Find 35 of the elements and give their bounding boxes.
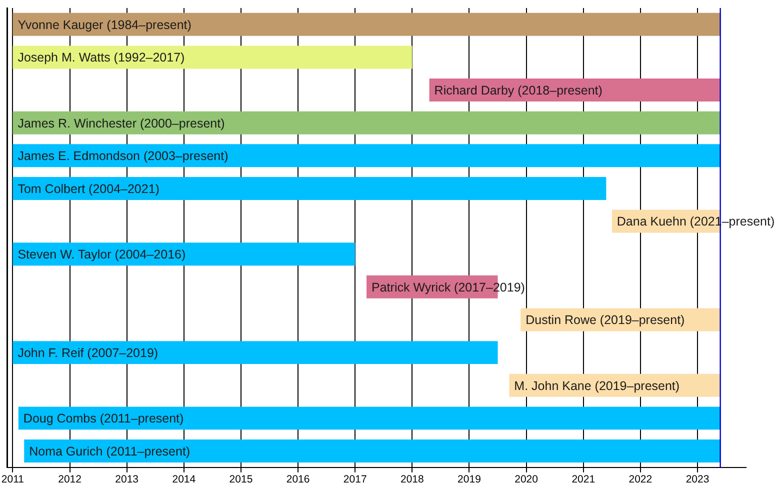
x-tick-label: 2019 [458, 474, 482, 486]
bar [12, 341, 498, 364]
y-tick-label: M. John Kane (2019–present) [514, 378, 680, 393]
x-tick-label: 2020 [514, 474, 538, 486]
y-tick-label: John F. Reif (2007–2019) [18, 346, 158, 360]
x-tick-label: 2015 [229, 474, 253, 486]
x-tick-label: 2012 [58, 474, 82, 486]
x-tick-label: 2017 [343, 474, 367, 486]
y-tick-label: James E. Edmondson (2003–present) [18, 149, 228, 164]
x-tick-label: 2022 [628, 474, 652, 486]
bar [18, 406, 720, 430]
bar [12, 46, 412, 69]
bar [429, 78, 720, 102]
y-tick-label: Doug Combs (2011–present) [23, 412, 184, 426]
y-tick-label: Dustin Rowe (2019–present) [526, 313, 685, 328]
x-tick-label: 2014 [172, 474, 196, 486]
y-tick-label: Noma Gurich (2011–present) [29, 444, 190, 458]
y-tick-label: Tom Colbert (2004–2021) [18, 182, 160, 196]
y-tick-label: Richard Darby (2018–present) [434, 83, 602, 98]
y-tick-label: Joseph M. Watts (1992–2017) [18, 50, 185, 65]
bar [12, 176, 606, 200]
y-tick-label: James R. Winchester (2000–present) [18, 116, 225, 130]
x-tick-label: 2016 [286, 474, 310, 486]
x-tick-label: 2011 [1, 474, 24, 486]
bar [12, 111, 720, 134]
bar [24, 440, 720, 462]
bar [12, 12, 720, 36]
bar [12, 144, 720, 168]
x-tick-label: 2021 [572, 474, 596, 486]
bar [12, 242, 356, 266]
x-tick-label: 2018 [400, 474, 424, 486]
y-tick-label: Steven W. Taylor (2004–2016) [18, 248, 186, 262]
y-tick-label: Yvonne Kauger (1984–present) [18, 18, 192, 32]
x-tick-label: 2023 [686, 474, 710, 486]
x-tick-label: 2013 [115, 474, 139, 486]
